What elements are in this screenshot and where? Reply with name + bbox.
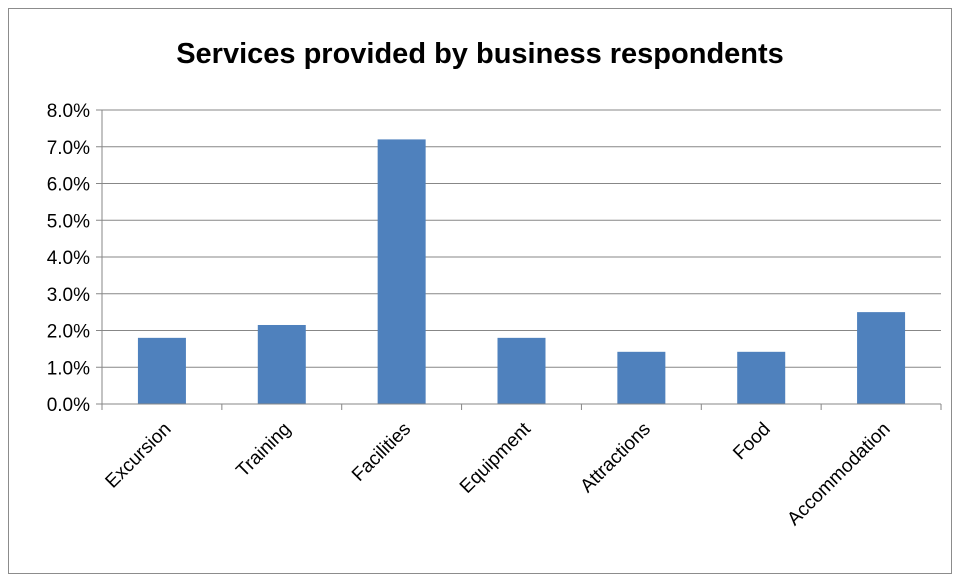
chart-title: Services provided by business respondent…: [176, 38, 784, 70]
y-tick-labels: 0.0% 1.0% 2.0% 3.0% 4.0% 5.0% 6.0% 7.0% 8.0%: [47, 101, 90, 416]
y-tick-label: 2.0%: [47, 322, 90, 343]
x-tick-label: Accommodation: [783, 419, 894, 530]
bar-facilities: [377, 139, 426, 404]
y-tick-label: 0.0%: [47, 395, 90, 416]
bar-excursion: [137, 337, 186, 404]
bar-equipment: [497, 337, 546, 404]
y-tick-label: 1.0%: [47, 358, 90, 379]
x-tick-label: Equipment: [456, 418, 536, 498]
bar-attractions: [617, 351, 666, 404]
axes: [96, 109, 942, 410]
x-tick-label: Training: [232, 419, 295, 482]
bars: [137, 139, 906, 404]
y-tick-label: 3.0%: [47, 285, 90, 306]
x-tick-label: Facilities: [348, 419, 415, 486]
gridlines: [102, 109, 941, 368]
bar-food: [737, 351, 786, 404]
chart-frame: [8, 8, 952, 574]
bar-accommodation: [857, 312, 906, 404]
y-tick-label: 8.0%: [47, 101, 90, 122]
x-tick-labels: Excursion Training Facilities Equipment Attr…: [102, 418, 895, 530]
y-tick-label: 4.0%: [47, 248, 90, 269]
y-tick-label: 5.0%: [47, 211, 90, 232]
bar-training: [257, 324, 306, 404]
x-tick-label: Food: [729, 419, 774, 464]
y-tick-label: 7.0%: [47, 138, 90, 159]
x-tick-label: Excursion: [102, 419, 176, 493]
y-tick-label: 6.0%: [47, 175, 90, 196]
x-tick-label: Attractions: [577, 419, 655, 497]
